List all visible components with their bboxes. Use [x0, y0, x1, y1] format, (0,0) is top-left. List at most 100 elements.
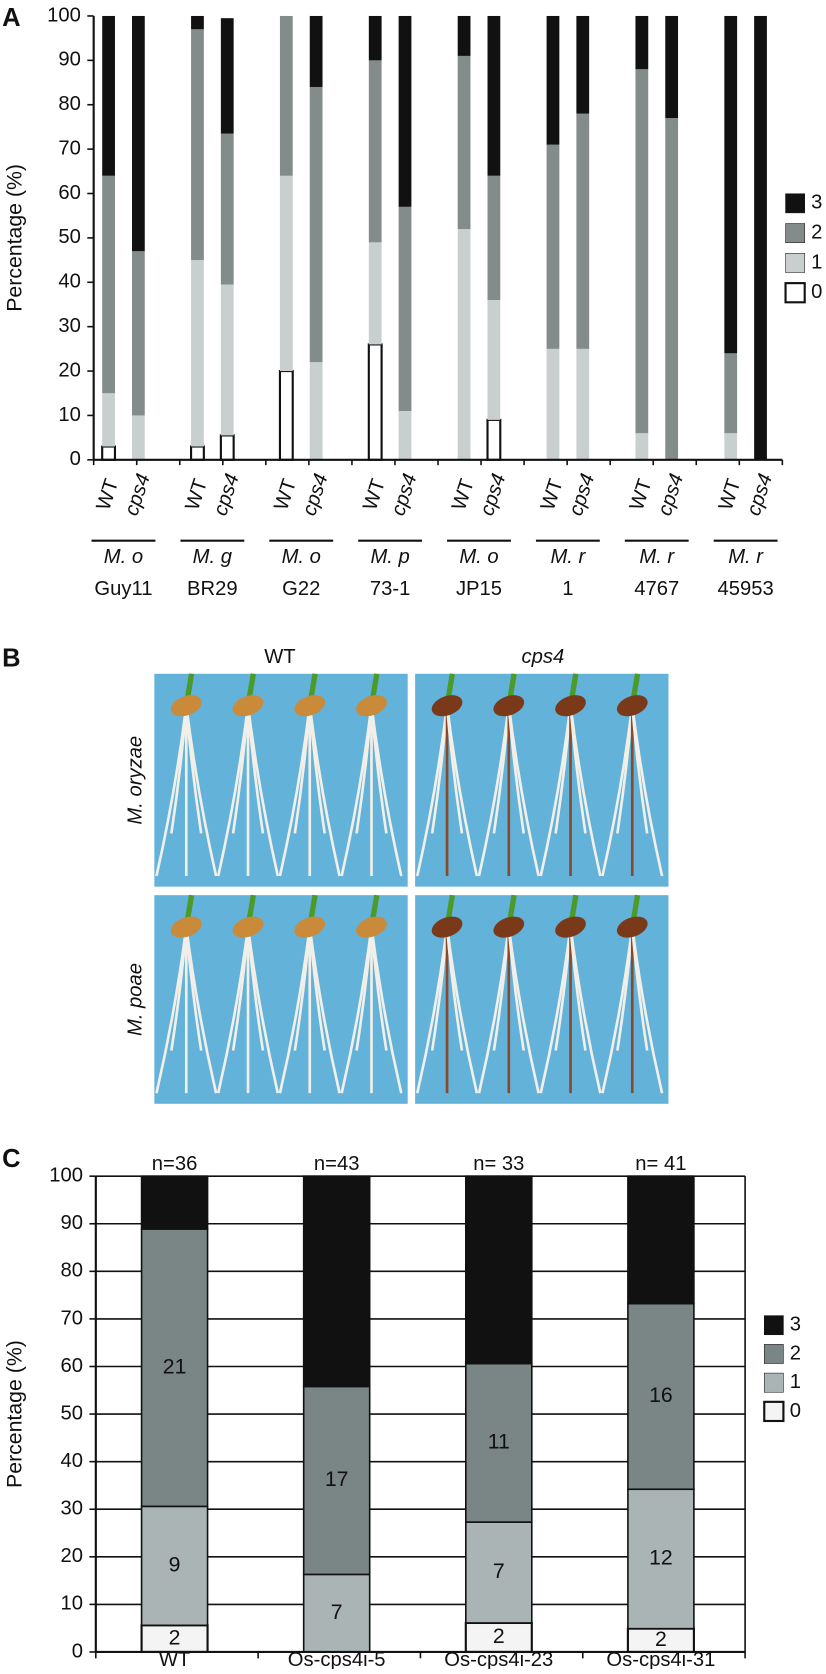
y-tick-label: 100	[49, 1165, 83, 1187]
root	[507, 926, 540, 1094]
root	[246, 926, 280, 1094]
bar-segment	[457, 229, 471, 460]
x-tick-label: WT	[448, 476, 479, 513]
legend-label: 1	[811, 251, 822, 273]
x-tick-label: cps4	[654, 471, 688, 518]
bar-segment	[754, 15, 767, 460]
legend-swatch	[785, 253, 805, 273]
bar-segment	[140, 1175, 209, 1230]
species-label: M. r	[639, 546, 675, 568]
root	[370, 926, 403, 1094]
root	[184, 926, 218, 1094]
x-tick-label: cps4	[743, 471, 777, 518]
bar-segment	[635, 15, 649, 70]
seed	[493, 916, 525, 938]
species-label: M. g	[193, 546, 233, 568]
y-tick-label: 90	[58, 49, 81, 71]
seed	[232, 695, 264, 717]
species-label: M. r	[550, 546, 586, 568]
y-tick-label: 70	[58, 137, 81, 159]
bar-segment	[464, 1621, 533, 1654]
x-tick-label: cps4	[210, 471, 244, 518]
bar-segment	[487, 300, 501, 420]
bar-segment	[131, 15, 145, 252]
row-label: M. oryzae	[125, 736, 147, 825]
strain-label: 4767	[634, 578, 679, 600]
count-label: 21	[163, 1354, 187, 1378]
root	[246, 705, 280, 877]
bar-segment	[190, 445, 205, 461]
y-tick-label: 20	[58, 359, 81, 381]
bar-segment	[131, 251, 145, 416]
bar-segment	[309, 15, 323, 87]
y-axis-label: Percentage (%)	[3, 164, 27, 312]
y-tick-label: 10	[58, 404, 81, 426]
bar-segment	[635, 433, 649, 460]
bar-segment	[576, 348, 590, 460]
y-tick-label: 80	[58, 93, 81, 115]
root	[507, 705, 540, 877]
bar-segment	[102, 393, 115, 447]
y-tick-label: 50	[58, 226, 81, 248]
significance: *	[495, 1237, 503, 1261]
root	[308, 926, 341, 1094]
root	[370, 705, 403, 877]
seed	[356, 695, 387, 717]
root	[445, 705, 479, 877]
n-label: n=36	[152, 1153, 198, 1175]
legend-swatch	[785, 193, 805, 214]
count-label: 11	[650, 1227, 672, 1251]
bar-segment	[302, 1573, 371, 1653]
strain-label: BR29	[187, 578, 238, 600]
bar-segment	[464, 1521, 533, 1624]
x-tick-label: WT	[359, 476, 390, 513]
x-tick-label: cps4	[387, 471, 421, 518]
bar-segment	[309, 86, 323, 363]
bar-segment	[279, 15, 293, 176]
count-label: 12	[649, 1546, 673, 1570]
legend-label: 3	[790, 1314, 801, 1336]
seed	[356, 916, 387, 938]
x-tick-label: cps4	[476, 471, 510, 518]
bar-segment	[464, 1175, 533, 1365]
bar-segment	[220, 284, 234, 436]
strain-label: JP15	[456, 578, 502, 600]
bar-segment	[627, 1302, 695, 1491]
bar-segment	[219, 434, 235, 461]
bar-segment	[464, 1362, 533, 1523]
x-tick-label: WT	[159, 1649, 190, 1669]
y-tick-label: 60	[58, 182, 81, 204]
count-label: 7	[493, 1559, 505, 1583]
y-tick-label: 30	[58, 315, 81, 337]
count-label: 9	[169, 1552, 181, 1576]
x-tick-label: WT	[270, 476, 301, 513]
species-label: M. o	[104, 546, 143, 568]
bar-segment	[191, 15, 204, 30]
x-tick-label: WT	[715, 476, 746, 513]
y-tick-label: 0	[72, 1640, 83, 1662]
bar-segment	[398, 15, 412, 207]
seed	[431, 695, 463, 717]
bar-segment	[576, 15, 590, 114]
seed	[555, 916, 586, 938]
bar-segment	[398, 206, 412, 412]
column-label: WT	[264, 646, 295, 668]
x-tick-label: Os-cps4i-5	[288, 1649, 386, 1669]
bar-segment	[368, 242, 382, 345]
y-tick-label: 50	[61, 1402, 84, 1424]
bar-segment	[398, 411, 412, 460]
legend-label: 0	[811, 281, 822, 303]
root	[569, 926, 602, 1094]
bar-segment	[220, 18, 234, 134]
count-label: 2	[493, 1624, 505, 1648]
root	[630, 926, 664, 1094]
bar-segment	[635, 69, 649, 434]
legend-swatch	[763, 1315, 784, 1336]
y-tick-label: 10	[61, 1593, 84, 1615]
count-label: 17	[325, 1467, 349, 1491]
root	[445, 926, 479, 1094]
bar-segment	[140, 1228, 209, 1508]
y-tick-label: 90	[61, 1212, 84, 1234]
bar-segment	[627, 1175, 695, 1305]
